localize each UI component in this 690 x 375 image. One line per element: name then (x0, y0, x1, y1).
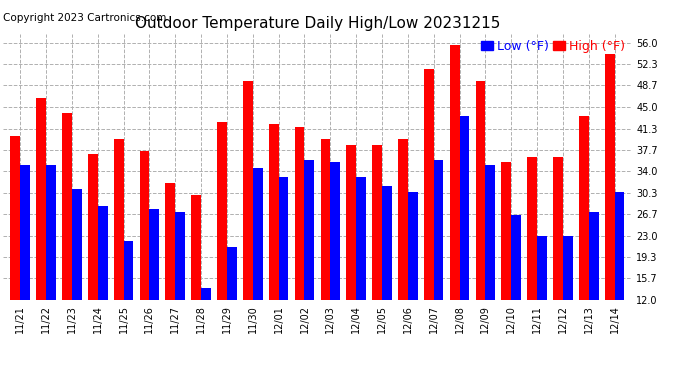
Bar (502, 162, 511, 370)
Bar (320, 139, 331, 370)
Bar (382, 186, 392, 370)
Bar (191, 195, 201, 370)
Bar (124, 242, 133, 370)
Bar (356, 177, 366, 370)
Bar (37, 98, 46, 370)
Bar (485, 165, 495, 370)
Bar (279, 177, 288, 370)
Bar (331, 162, 340, 370)
Bar (98, 206, 108, 370)
Bar (424, 69, 434, 370)
Bar (269, 124, 279, 370)
Bar (537, 236, 547, 370)
Bar (62, 113, 72, 370)
Bar (304, 159, 315, 370)
Bar (475, 81, 485, 370)
Bar (527, 157, 537, 370)
Bar (434, 159, 444, 370)
Bar (579, 116, 589, 370)
Text: Copyright 2023 Cartronics.com: Copyright 2023 Cartronics.com (3, 13, 167, 23)
Bar (372, 145, 382, 370)
Bar (615, 192, 624, 370)
Bar (88, 154, 98, 370)
Bar (46, 165, 56, 370)
Bar (450, 45, 460, 370)
Title: Outdoor Temperature Daily High/Low 20231215: Outdoor Temperature Daily High/Low 20231… (135, 16, 500, 31)
Bar (253, 168, 263, 370)
Bar (20, 165, 30, 370)
Bar (139, 151, 150, 370)
Bar (604, 54, 615, 370)
Bar (553, 157, 563, 370)
Bar (511, 215, 521, 370)
Bar (72, 189, 81, 370)
Bar (201, 288, 211, 370)
Bar (166, 183, 175, 370)
Bar (346, 145, 356, 370)
Bar (408, 192, 417, 370)
Bar (114, 139, 124, 370)
Legend: Low (°F), High (°F): Low (°F), High (°F) (481, 40, 625, 53)
Bar (589, 212, 598, 370)
Bar (175, 212, 185, 370)
Bar (227, 248, 237, 370)
Bar (10, 136, 20, 370)
Bar (295, 128, 304, 370)
Bar (563, 236, 573, 370)
Bar (398, 139, 408, 370)
Bar (217, 122, 227, 370)
Bar (460, 116, 469, 370)
Bar (150, 209, 159, 370)
Bar (243, 81, 253, 370)
